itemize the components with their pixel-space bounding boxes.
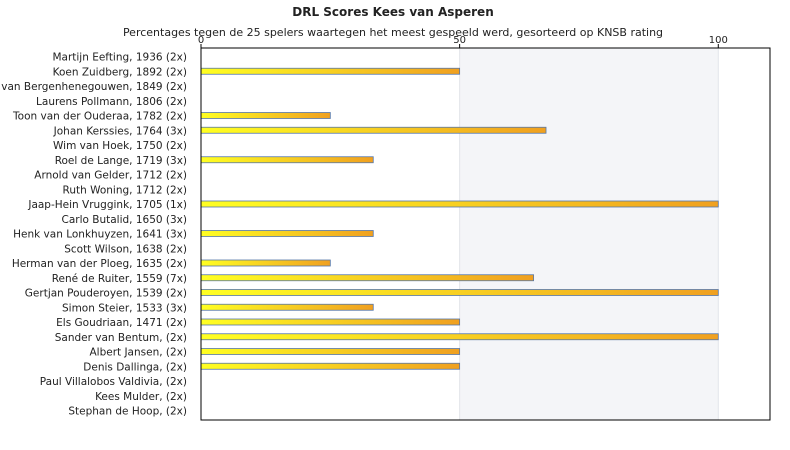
category-label: Koen Zuidberg, 1892 (2x) xyxy=(53,66,187,78)
bar xyxy=(200,333,719,341)
bar xyxy=(200,67,461,75)
category-label: Albert Jansen, (2x) xyxy=(89,347,187,359)
category-label: Stephan de Hoop, (2x) xyxy=(68,406,187,418)
category-label: René de Ruiter, 1559 (7x) xyxy=(52,273,187,285)
bar xyxy=(200,348,461,355)
category-label: Laurens Pollmann, 1806 (2x) xyxy=(36,96,187,108)
grid-band xyxy=(718,48,770,420)
category-label: Simon Steier, 1533 (3x) xyxy=(62,302,187,314)
bar xyxy=(200,318,461,326)
category-label: Jan van Bergenhenegouwen, 1849 (2x) xyxy=(0,81,187,93)
category-label: Gertjan Pouderoyen, 1539 (2x) xyxy=(25,288,187,300)
bar xyxy=(200,156,374,164)
grid-band xyxy=(459,48,719,420)
bar xyxy=(200,230,374,237)
x-tick-label: 50 xyxy=(453,35,466,46)
chart-title: DRL Scores Kees van Asperen xyxy=(292,5,494,19)
category-label: Paul Villalobos Valdivia, (2x) xyxy=(40,376,187,388)
category-label: Jaap-Hein Vruggink, 1705 (1x) xyxy=(27,199,187,211)
category-label: Wim van Hoek, 1750 (2x) xyxy=(53,140,187,152)
bar xyxy=(200,200,719,208)
category-labels: Martijn Eefting, 1936 (2x) Koen Zuidberg,… xyxy=(0,52,187,418)
category-label: Scott Wilson, 1638 (2x) xyxy=(64,243,187,255)
x-tick-label: 0 xyxy=(198,35,204,46)
bar xyxy=(200,303,374,311)
plot-frame xyxy=(200,47,771,421)
category-label: Johan Kerssies, 1764 (3x) xyxy=(53,125,187,137)
category-label: Kees Mulder, (2x) xyxy=(95,391,187,403)
category-label: Herman van der Ploeg, 1635 (2x) xyxy=(12,258,187,270)
category-label: Ruth Woning, 1712 (2x) xyxy=(63,184,188,196)
chart-subtitle: Percentages tegen de 25 spelers waartege… xyxy=(123,26,663,39)
bar xyxy=(200,259,331,267)
category-label: Arnold van Gelder, 1712 (2x) xyxy=(34,170,187,182)
bar xyxy=(200,274,535,282)
category-label: Roel de Lange, 1719 (3x) xyxy=(55,155,187,167)
category-label: Els Goudriaan, 1471 (2x) xyxy=(56,317,187,329)
category-label: Henk van Lonkhuyzen, 1641 (3x) xyxy=(13,229,187,241)
category-label: Martijn Eefting, 1936 (2x) xyxy=(52,52,187,64)
x-tick-label: 100 xyxy=(709,35,728,46)
category-label: Sander van Bentum, (2x) xyxy=(55,332,187,344)
bar xyxy=(200,289,719,296)
bar xyxy=(200,362,461,370)
bar xyxy=(200,126,547,134)
bars xyxy=(200,67,719,370)
category-label: Toon van der Ouderaa, 1782 (2x) xyxy=(12,111,187,123)
plot-border xyxy=(200,47,771,421)
category-label: Denis Dallinga, (2x) xyxy=(83,361,187,373)
category-label: Carlo Butalid, 1650 (3x) xyxy=(62,214,188,226)
bar xyxy=(200,112,331,119)
